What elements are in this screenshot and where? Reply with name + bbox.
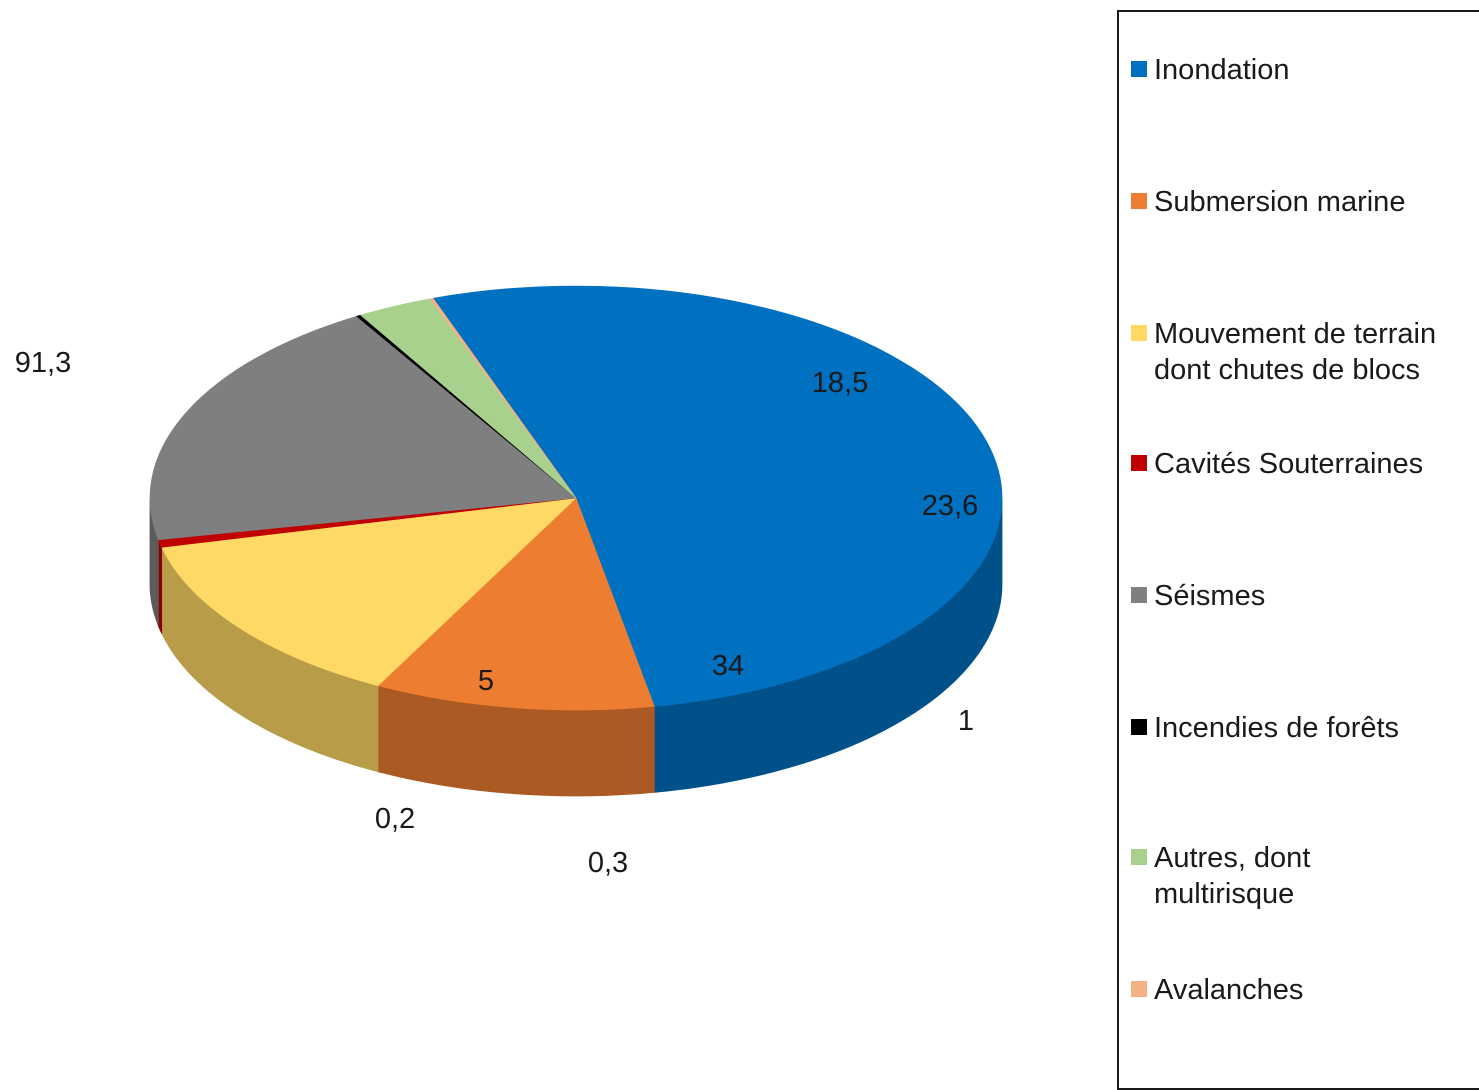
- legend-label: Cavités Souterraines: [1154, 448, 1424, 480]
- pie-slice-avalanches: [429, 297, 577, 499]
- legend-item-mouvement-de-terrain: Mouvement de terrain dont chutes de bloc…: [1131, 316, 1436, 388]
- data-label-seismes: 34: [712, 650, 744, 682]
- pie-chart: 91,3 18,5 23,6 1 34 0,3 5 0,2: [15, 285, 1003, 879]
- data-label-avalanches: 0,2: [375, 803, 415, 835]
- data-label-inondation: 91,3: [15, 347, 71, 379]
- legend-label: Autres, dont multirisque: [1154, 842, 1311, 910]
- legend-label: Incendies de forêts: [1154, 712, 1400, 744]
- pie-top: [149, 285, 1003, 711]
- legend-item-incendies-de-forets: Incendies de forêts: [1131, 710, 1399, 746]
- data-label-autres-dont-multirisque: 5: [478, 665, 494, 697]
- legend-label: Inondation: [1154, 54, 1290, 86]
- legend-label: Avalanches: [1154, 974, 1304, 1006]
- legend-label: Submersion marine: [1154, 186, 1406, 218]
- legend-label: Séismes: [1154, 580, 1266, 612]
- legend-swatch: [1131, 61, 1147, 77]
- pie-slice-submersion-marine: [377, 497, 655, 711]
- legend-swatch: [1131, 587, 1147, 603]
- legend-swatch: [1131, 981, 1147, 997]
- legend-swatch: [1131, 193, 1147, 209]
- data-label-incendies-de-forets: 0,3: [588, 847, 628, 879]
- legend-swatch: [1131, 719, 1147, 735]
- chart-legend: Inondation Submersion marine Mouvement d…: [1117, 10, 1479, 1090]
- data-label-mouvement-de-terrain-dont-chutes-de-blocs: 23,6: [922, 490, 978, 522]
- pie-labels: 91,3 18,5 23,6 1 34 0,3 5 0,2: [15, 347, 978, 879]
- legend-item-inondation: Inondation: [1131, 52, 1289, 88]
- pie-sides: [149, 497, 1003, 797]
- legend-swatch: [1131, 455, 1147, 471]
- legend-item-submersion-marine: Submersion marine: [1131, 184, 1405, 220]
- legend-item-cavites-souterraines: Cavités Souterraines: [1131, 446, 1423, 482]
- pie-slice-mouvement-de-terrain-dont-chutes-de-blocs: [161, 497, 577, 687]
- legend-item-avalanches: Avalanches: [1131, 972, 1303, 1008]
- legend-label: Mouvement de terrain dont chutes de bloc…: [1154, 318, 1437, 386]
- legend-item-autres-multirisque: Autres, dont multirisque: [1131, 840, 1310, 912]
- pie-side-cavites-souterraines: [157, 539, 163, 634]
- pie-slice-inondation: [432, 285, 1003, 707]
- pie-slice-seismes: [149, 315, 577, 541]
- legend-swatch: [1131, 849, 1147, 865]
- data-label-cavites-souterraines: 1: [958, 705, 974, 737]
- legend-swatch: [1131, 325, 1147, 341]
- data-label-submersion-marine: 18,5: [812, 367, 868, 399]
- legend-item-seismes: Séismes: [1131, 578, 1265, 614]
